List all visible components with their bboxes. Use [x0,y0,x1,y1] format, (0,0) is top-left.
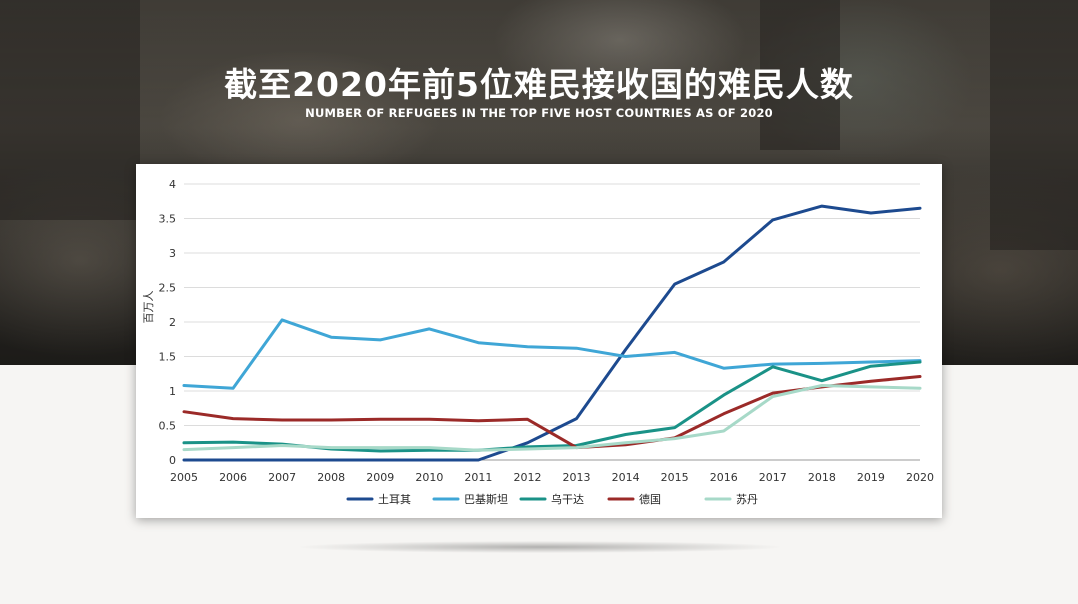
y-tick-label: 4 [169,178,176,191]
legend-label: 苏丹 [736,493,758,506]
legend-item: 巴基斯坦 [432,492,508,506]
legend-item: 德国 [607,492,661,506]
x-tick-label: 2009 [366,471,394,484]
x-tick-label: 2005 [170,471,198,484]
x-tick-label: 2019 [857,471,885,484]
page-subtitle: NUMBER OF REFUGEES IN THE TOP FIVE HOST … [305,106,773,120]
legend-label: 德国 [639,492,661,506]
series-line-0 [182,204,922,462]
y-tick-label: 1.5 [159,351,177,364]
legend-item: 乌干达 [519,492,584,506]
x-tick-label: 2010 [415,471,443,484]
gridlines [184,183,920,461]
series-lines [182,204,922,462]
x-tick-label: 2017 [759,471,787,484]
ruined-building-right [990,0,1078,250]
legend-item: 土耳其 [346,493,411,506]
y-tick-label: 3 [169,247,176,260]
line-chart: 00.511.522.533.54 2005 2006 2007 2008 2009 20… [142,178,934,506]
legend-item: 苏丹 [704,493,758,506]
x-tick-label: 2013 [563,471,591,484]
page-title: 截至2020年前5位难民接收国的难民人数 [224,65,854,104]
series-line-2 [182,360,922,453]
x-tick-label: 2015 [661,471,689,484]
x-tick-label: 2006 [219,471,247,484]
y-tick-label: 1 [169,385,176,398]
x-tick-label: 2008 [317,471,345,484]
y-tick-label: 2 [169,316,176,329]
card-shadow [300,541,780,553]
x-tick-label: 2020 [906,471,934,484]
x-axis-ticks: 2005 2006 2007 2008 2009 2010 2011 2012 2013 2014… [170,471,934,484]
legend: 土耳其 巴基斯坦 乌干达 德国 苏丹 [346,492,758,506]
y-tick-label: 0.5 [159,420,177,433]
y-tick-label: 0 [169,454,176,467]
series-line-1 [182,318,922,390]
chart-card: 0 0.5 1 1.5 2 2.5 3 3.5 4 2005 2006 2007 2008 2009 20… [136,164,942,518]
y-tick-label: 3.5 [159,213,177,226]
x-tick-label: 2011 [464,471,492,484]
x-tick-label: 2007 [268,471,296,484]
x-tick-label: 2012 [513,471,541,484]
y-tick-label: 2.5 [159,282,177,295]
legend-label: 乌干达 [551,492,584,506]
legend-label: 巴基斯坦 [464,492,508,506]
x-tick-label: 2016 [710,471,738,484]
y-axis-ticks: 0 0.5 1 1.5 2 2.5 3 3.5 4 [159,178,177,467]
series-line-4 [182,384,922,452]
x-tick-label: 2014 [612,471,640,484]
legend-label: 土耳其 [378,493,411,506]
y-axis-label: 百万人 [142,291,155,324]
x-tick-label: 2018 [808,471,836,484]
